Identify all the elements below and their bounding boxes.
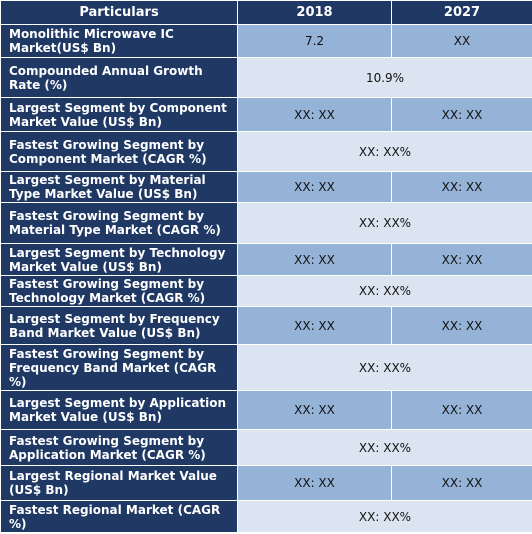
table-row: Largest Segment by Component Market Valu…	[0, 97, 532, 132]
table-row: Fastest Growing Segment by Application M…	[0, 429, 532, 466]
table-row: Monolithic Microwave IC Market(US$ Bn) 7…	[0, 24, 532, 58]
merged-value: XX: XX%	[237, 131, 532, 172]
header-particulars: Particulars	[0, 0, 238, 25]
value-2027: XX: XX	[391, 465, 532, 501]
value-2018: XX: XX	[237, 306, 392, 345]
value-2027: XX: XX	[391, 243, 532, 276]
value-2018: XX: XX	[237, 465, 392, 501]
merged-value: 10.9%	[237, 57, 532, 98]
table-row: Fastest Growing Segment by Material Type…	[0, 202, 532, 244]
row-label: Largest Segment by Technology Market Val…	[0, 243, 238, 276]
table-row: Largest Regional Market Value (US$ Bn) X…	[0, 465, 532, 501]
value-2018: XX: XX	[237, 171, 392, 203]
table-row: Largest Segment by Material Type Market …	[0, 171, 532, 203]
header-2027: 2027	[391, 0, 532, 25]
row-label: Largest Segment by Component Market Valu…	[0, 97, 238, 132]
merged-value: XX: XX%	[237, 500, 532, 533]
row-label: Fastest Growing Segment by Component Mar…	[0, 131, 238, 172]
row-label: Monolithic Microwave IC Market(US$ Bn)	[0, 24, 238, 58]
row-label: Fastest Regional Market (CAGR %)	[0, 500, 238, 533]
row-label: Fastest Growing Segment by Frequency Ban…	[0, 344, 238, 391]
merged-value: XX: XX%	[237, 429, 532, 466]
table-row: Fastest Growing Segment by Technology Ma…	[0, 275, 532, 307]
merged-value: XX: XX%	[237, 202, 532, 244]
table-row: Fastest Growing Segment by Frequency Ban…	[0, 344, 532, 391]
row-label: Fastest Growing Segment by Application M…	[0, 429, 238, 466]
table-row: Largest Segment by Frequency Band Market…	[0, 306, 532, 345]
table-row: Fastest Growing Segment by Component Mar…	[0, 131, 532, 172]
table-row: Compounded Annual Growth Rate (%) 10.9%	[0, 57, 532, 98]
row-label: Largest Segment by Application Market Va…	[0, 390, 238, 430]
value-2018: XX: XX	[237, 243, 392, 276]
header-2018: 2018	[237, 0, 392, 25]
value-2027: XX: XX	[391, 306, 532, 345]
value-2027: XX	[391, 24, 532, 58]
value-2027: XX: XX	[391, 390, 532, 430]
table-row: Largest Segment by Technology Market Val…	[0, 243, 532, 276]
row-label: Fastest Growing Segment by Material Type…	[0, 202, 238, 244]
row-label: Compounded Annual Growth Rate (%)	[0, 57, 238, 98]
table-row: Fastest Regional Market (CAGR %) XX: XX%	[0, 500, 532, 533]
header-row: Particulars 2018 2027	[0, 0, 532, 25]
row-label: Largest Regional Market Value (US$ Bn)	[0, 465, 238, 501]
value-2018: 7.2	[237, 24, 392, 58]
row-label: Fastest Growing Segment by Technology Ma…	[0, 275, 238, 307]
value-2018: XX: XX	[237, 390, 392, 430]
merged-value: XX: XX%	[237, 275, 532, 307]
row-label: Largest Segment by Material Type Market …	[0, 171, 238, 203]
table-row: Largest Segment by Application Market Va…	[0, 390, 532, 430]
value-2027: XX: XX	[391, 97, 532, 132]
merged-value: XX: XX%	[237, 344, 532, 391]
row-label: Largest Segment by Frequency Band Market…	[0, 306, 238, 345]
value-2018: XX: XX	[237, 97, 392, 132]
value-2027: XX: XX	[391, 171, 532, 203]
